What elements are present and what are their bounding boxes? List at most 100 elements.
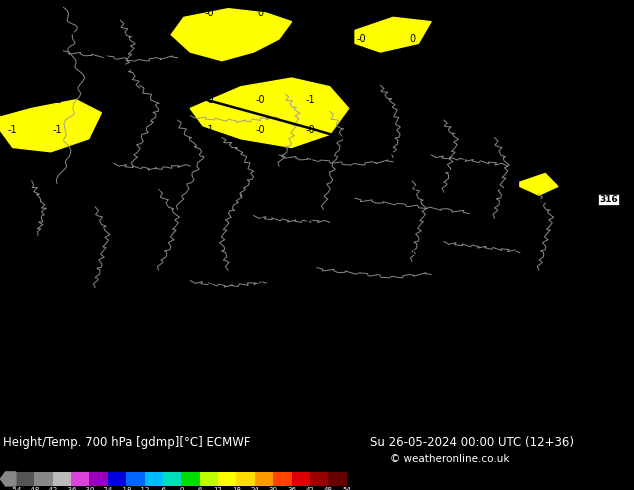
Text: Su 26-05-2024 00:00 UTC (12+36): Su 26-05-2024 00:00 UTC (12+36) [370,436,574,449]
Text: -42: -42 [47,487,58,490]
Text: -1: -1 [458,307,468,317]
Text: -0: -0 [508,95,519,105]
Text: -48: -48 [29,487,40,490]
Text: -3: -3 [103,307,113,317]
Text: -1: -1 [52,155,62,166]
Text: -1: -1 [610,307,620,317]
Text: -1: -1 [8,125,18,135]
Text: -0: -0 [153,95,164,105]
Text: -1: -1 [508,368,519,378]
Text: -0: -0 [356,95,366,105]
Text: -12: -12 [139,487,150,490]
Bar [53,472,71,486]
Text: -2: -2 [103,155,113,166]
Text: -2: -2 [458,155,468,166]
Text: -2: -2 [103,368,113,378]
Text: © weatheronline.co.uk: © weatheronline.co.uk [390,454,510,464]
Text: -2: -2 [610,186,620,196]
Text: -0: -0 [407,186,417,196]
Text: -1: -1 [610,95,620,105]
Polygon shape [520,173,558,195]
Text: -2: -2 [610,155,620,166]
Text: -1: -1 [610,8,620,18]
Text: -6: -6 [159,487,166,490]
Text: -2: -2 [559,246,569,257]
Text: -1: -1 [356,277,366,287]
Text: -0: -0 [306,125,316,135]
Text: 0: 0 [307,64,314,74]
Text: 48: 48 [324,487,333,490]
Text: -36: -36 [65,487,77,490]
Text: -2: -2 [204,246,214,257]
Text: -2: -2 [153,216,164,226]
Text: -0: -0 [103,34,113,44]
Text: -3: -3 [52,368,62,378]
Text: -1: -1 [458,338,468,347]
FancyArrow shape [1,472,16,486]
Text: -1: -1 [356,125,366,135]
Text: 0: 0 [409,8,415,18]
Text: -1: -1 [204,155,214,166]
Bar [163,472,181,486]
Text: 0: 0 [409,34,415,44]
Text: -0: -0 [356,307,366,317]
Text: -1: -1 [306,368,316,378]
Text: -54: -54 [10,487,22,490]
Text: -1: -1 [204,368,214,378]
Text: -1: -1 [255,155,265,166]
Text: -1: -1 [508,125,519,135]
Text: -2: -2 [559,155,569,166]
Bar [218,472,236,486]
Text: -1: -1 [8,95,18,105]
Text: -2: -2 [559,277,569,287]
Text: -1: -1 [153,155,164,166]
Text: -24: -24 [102,487,113,490]
Text: -0: -0 [458,95,468,105]
Text: -1: -1 [508,186,519,196]
Bar [108,472,126,486]
Text: -3: -3 [8,338,18,347]
Text: -1: -1 [356,246,366,257]
Text: -0: -0 [153,34,164,44]
Text: -1: -1 [306,186,316,196]
Text: -1: -1 [610,34,620,44]
Text: -1: -1 [255,216,265,226]
Text: -1: -1 [306,155,316,166]
Text: -1: -1 [255,186,265,196]
Text: -2: -2 [153,246,164,257]
Bar [255,472,273,486]
Text: -1: -1 [610,277,620,287]
Text: -1: -1 [356,216,366,226]
Text: -1: -1 [306,277,316,287]
Text: -1: -1 [204,186,214,196]
Text: -2: -2 [103,186,113,196]
Text: 42: 42 [306,487,314,490]
Text: -0: -0 [255,125,265,135]
Text: -2: -2 [508,277,519,287]
Text: -1: -1 [255,307,265,317]
Bar [71,472,89,486]
Text: -1: -1 [255,277,265,287]
Bar [34,472,53,486]
Text: -1: -1 [103,125,113,135]
Text: -3: -3 [52,307,62,317]
Text: -1: -1 [610,64,620,74]
Text: -0: -0 [559,338,569,347]
Text: -3: -3 [52,216,62,226]
Text: 1: 1 [257,64,263,74]
Text: -2: -2 [508,246,519,257]
Text: -0: -0 [610,368,620,378]
Text: -1: -1 [458,216,468,226]
Text: -1: -1 [559,95,569,105]
Text: -2: -2 [559,186,569,196]
Text: -1: -1 [407,368,417,378]
Text: -0: -0 [559,64,569,74]
Text: -1: -1 [103,95,113,105]
Text: -0: -0 [356,368,366,378]
Bar [16,472,34,486]
Text: -0: -0 [559,368,569,378]
Text: -2: -2 [153,307,164,317]
Text: -1: -1 [255,368,265,378]
Text: -2: -2 [52,186,62,196]
Bar [328,472,347,486]
